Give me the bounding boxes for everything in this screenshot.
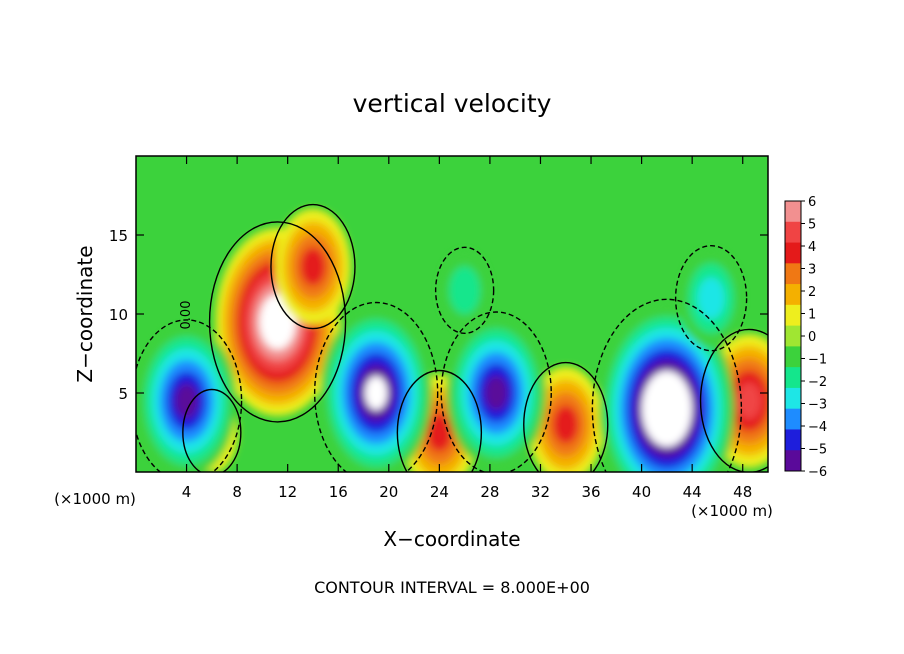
colorbar-label: 1	[808, 308, 816, 323]
colorbar-swatch	[785, 450, 801, 472]
y-tick-label: 5	[118, 385, 128, 403]
x-tick-label: 8	[232, 483, 242, 501]
x-tick-label: 16	[329, 483, 348, 501]
zero-contour-line	[591, 298, 743, 472]
zero-contour-line	[434, 246, 495, 334]
velocity-field	[136, 208, 768, 472]
plot-area	[136, 156, 768, 472]
colorbar-label: 0	[808, 330, 816, 345]
downdraft-band	[656, 392, 678, 426]
colorbar-label: −1	[808, 353, 827, 368]
x-tick-label: 12	[278, 483, 297, 501]
y-axis: 5 10 15	[109, 227, 768, 403]
downdraft-band	[484, 375, 508, 411]
colorbar-swatch	[785, 367, 801, 389]
x-axis: 4 8 12 16 20 24 28 32 36 40 44 48	[182, 156, 752, 501]
colorbar-label: −5	[808, 443, 827, 458]
zero-contour-line	[182, 388, 242, 472]
updraft-band	[553, 405, 579, 444]
colorbar-label: 3	[808, 263, 816, 278]
updraft-band	[266, 305, 289, 339]
colorbar-swatch	[785, 387, 801, 410]
x-tick-label: 28	[480, 483, 499, 501]
y-tick-label: 15	[109, 227, 128, 245]
updraft-band	[300, 247, 326, 286]
x-tick-label: 20	[379, 483, 398, 501]
colorbar-label: −4	[808, 420, 827, 435]
colorbar: 6 5 4 3 2 1 0 −1 −2 −3 −4 −5 −6	[784, 195, 827, 480]
x-tick-label: 44	[683, 483, 702, 501]
contour-interval-footer: CONTOUR INTERVAL = 8.000E+00	[314, 578, 590, 597]
colorbar-label: −6	[808, 465, 827, 480]
x-unit-left: (×1000 m)	[54, 490, 136, 508]
zero-contour-line	[699, 328, 768, 472]
zero-contour-line	[136, 319, 243, 472]
zero-contour-line	[313, 301, 439, 472]
x-tick-label: 24	[430, 483, 449, 501]
x-tick-label: 36	[581, 483, 600, 501]
colorbar-swatch	[785, 263, 801, 285]
colorbar-label: 5	[808, 218, 816, 233]
updraft-band	[426, 413, 453, 452]
colorbar-label: −3	[808, 398, 827, 413]
zero-contours	[136, 203, 768, 472]
x-tick-label: 4	[182, 483, 192, 501]
x-unit-right: (×1000 m)	[691, 502, 773, 520]
zero-contour-line	[523, 361, 609, 472]
x-tick-label: 48	[733, 483, 752, 501]
colorbar-swatch	[785, 346, 801, 368]
zero-contour-line	[674, 245, 748, 352]
zero-contour-line	[440, 311, 552, 472]
y-axis-label: Z−coordinate	[73, 245, 97, 382]
zero-contour-line	[208, 221, 347, 423]
colorbar-swatch	[785, 408, 801, 430]
colorbar-label: −2	[808, 375, 827, 390]
downdraft-band	[364, 376, 388, 410]
contour-value-label: 0.00	[179, 301, 194, 330]
colorbar-swatch	[785, 201, 801, 223]
colorbar-swatch	[785, 429, 801, 451]
x-tick-label: 32	[531, 483, 550, 501]
colorbar-swatch	[785, 242, 801, 264]
y-tick-label: 10	[109, 306, 128, 324]
colorbar-swatch	[785, 325, 801, 347]
chart-title: vertical velocity	[353, 89, 552, 118]
downdraft-band	[449, 266, 481, 315]
updraft-band	[737, 382, 762, 420]
colorbar-label: 2	[808, 285, 816, 300]
colorbar-swatch	[785, 221, 801, 243]
colorbar-swatch	[785, 304, 801, 327]
colorbar-swatch	[785, 284, 801, 306]
x-tick-label: 40	[632, 483, 651, 501]
colorbar-label: 6	[808, 195, 816, 210]
colorbar-label: 4	[808, 240, 816, 255]
zero-contour-line	[270, 203, 356, 330]
zero-contour-line	[396, 369, 483, 472]
downdraft-band	[697, 277, 725, 320]
downdraft-band	[175, 383, 199, 419]
x-axis-label: X−coordinate	[383, 527, 520, 551]
